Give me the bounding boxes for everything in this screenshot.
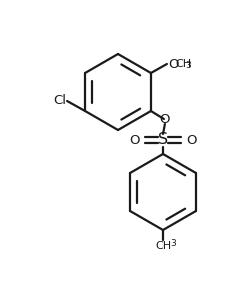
Text: O: O (130, 133, 140, 147)
Text: O: O (186, 133, 197, 147)
Text: 3: 3 (170, 239, 176, 248)
Text: O: O (160, 112, 170, 126)
Text: Cl: Cl (53, 95, 66, 107)
Text: 3: 3 (185, 61, 191, 70)
Text: CH: CH (175, 59, 191, 69)
Text: CH: CH (155, 241, 171, 251)
Text: O: O (168, 58, 178, 70)
Text: S: S (158, 133, 168, 147)
